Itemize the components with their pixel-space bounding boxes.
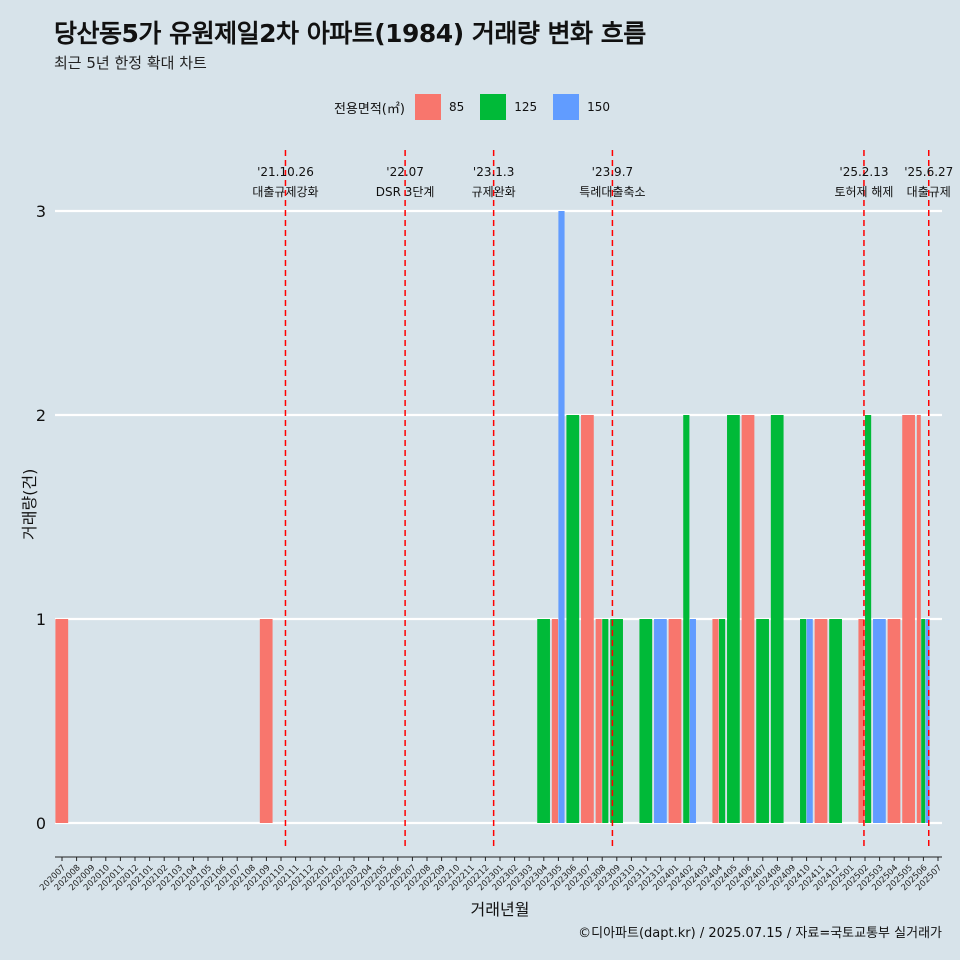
bar-125-202408	[770, 415, 784, 823]
bar-85-202504	[887, 619, 901, 823]
bar-85-202401	[668, 619, 682, 823]
y-axis-label: 거래량(건)	[20, 468, 39, 540]
bar-150-202503	[873, 619, 886, 823]
bar-125-202407	[756, 619, 769, 823]
bar-150-202506	[925, 619, 930, 823]
bar-125-202304	[537, 619, 550, 823]
y-tick-label: 0	[36, 814, 46, 833]
bar-85-202502	[858, 619, 865, 823]
legend-label-125: 125	[514, 100, 538, 114]
x-axis-label: 거래년월	[470, 900, 530, 919]
event-date-label: '23.1.3	[473, 165, 514, 179]
bar-85-202308	[595, 619, 602, 823]
legend-key-150	[553, 94, 580, 120]
event-date-label: '25.6.27	[904, 165, 953, 179]
bar-125-202405	[727, 415, 740, 823]
bar-85-202109	[259, 619, 273, 823]
y-tick-label: 1	[36, 610, 46, 629]
event-label: 대출규제강화	[252, 185, 318, 199]
legend-item-150: 150	[553, 94, 616, 120]
legend-title: 전용면적(㎡)	[333, 101, 405, 117]
event-label: 규제완화	[472, 185, 516, 199]
bar-85-202411	[814, 619, 828, 823]
legend: 전용면적(㎡) 85 125 150	[0, 94, 960, 120]
bar-85-202307	[581, 415, 594, 823]
bar-125-202308	[602, 619, 609, 823]
chart-subtitle: 최근 5년 한정 확대 차트	[54, 54, 207, 72]
legend-item-85: 85	[414, 94, 470, 120]
bar-85-202007	[55, 619, 69, 823]
legend-item-125: 125	[480, 94, 543, 120]
event-label: 특례대출축소	[579, 185, 645, 199]
bar-150-202305	[558, 211, 565, 823]
event-date-label: '23.9.7	[592, 165, 633, 179]
bar-150-202312	[654, 619, 667, 823]
event-date-label: '21.10.26	[257, 165, 314, 179]
source-caption: ©디아파트(dapt.kr) / 2025.07.15 / 자료=국토교통부 실…	[578, 926, 942, 941]
bar-85-202506	[916, 415, 921, 823]
legend-key-85	[414, 94, 441, 120]
event-date-label: '22.07	[386, 165, 424, 179]
event-date-label: '25.2.13	[839, 165, 888, 179]
bar-125-202404	[719, 619, 726, 823]
bar-125-202412	[829, 619, 842, 823]
y-tick-label: 3	[36, 202, 46, 221]
event-label: 토허제 해제	[834, 185, 893, 199]
bar-85-202505	[902, 415, 915, 823]
bar-125-202306	[566, 415, 580, 823]
event-label: 대출규제	[907, 185, 951, 199]
bar-85-202404	[712, 619, 719, 823]
event-label: DSR 3단계	[376, 185, 435, 199]
bar-85-202406	[741, 415, 755, 823]
bar-125-202311	[639, 619, 653, 823]
y-tick-label: 2	[36, 406, 46, 425]
bar-125-202402	[683, 415, 690, 823]
legend-key-125	[480, 94, 507, 120]
bar-150-202410	[806, 619, 813, 823]
bar-85-202305	[551, 619, 558, 823]
chart-title: 당산동5가 유원제일2차 아파트(1984) 거래량 변화 흐름	[54, 19, 646, 48]
bar-125-202410	[800, 619, 807, 823]
bar-125-202309	[610, 619, 623, 823]
legend-label-150: 150	[587, 100, 611, 114]
bar-125-202506	[921, 619, 926, 823]
bar-150-202402	[689, 619, 696, 823]
bar-125-202502	[865, 415, 872, 823]
legend-label-85: 85	[448, 100, 465, 114]
